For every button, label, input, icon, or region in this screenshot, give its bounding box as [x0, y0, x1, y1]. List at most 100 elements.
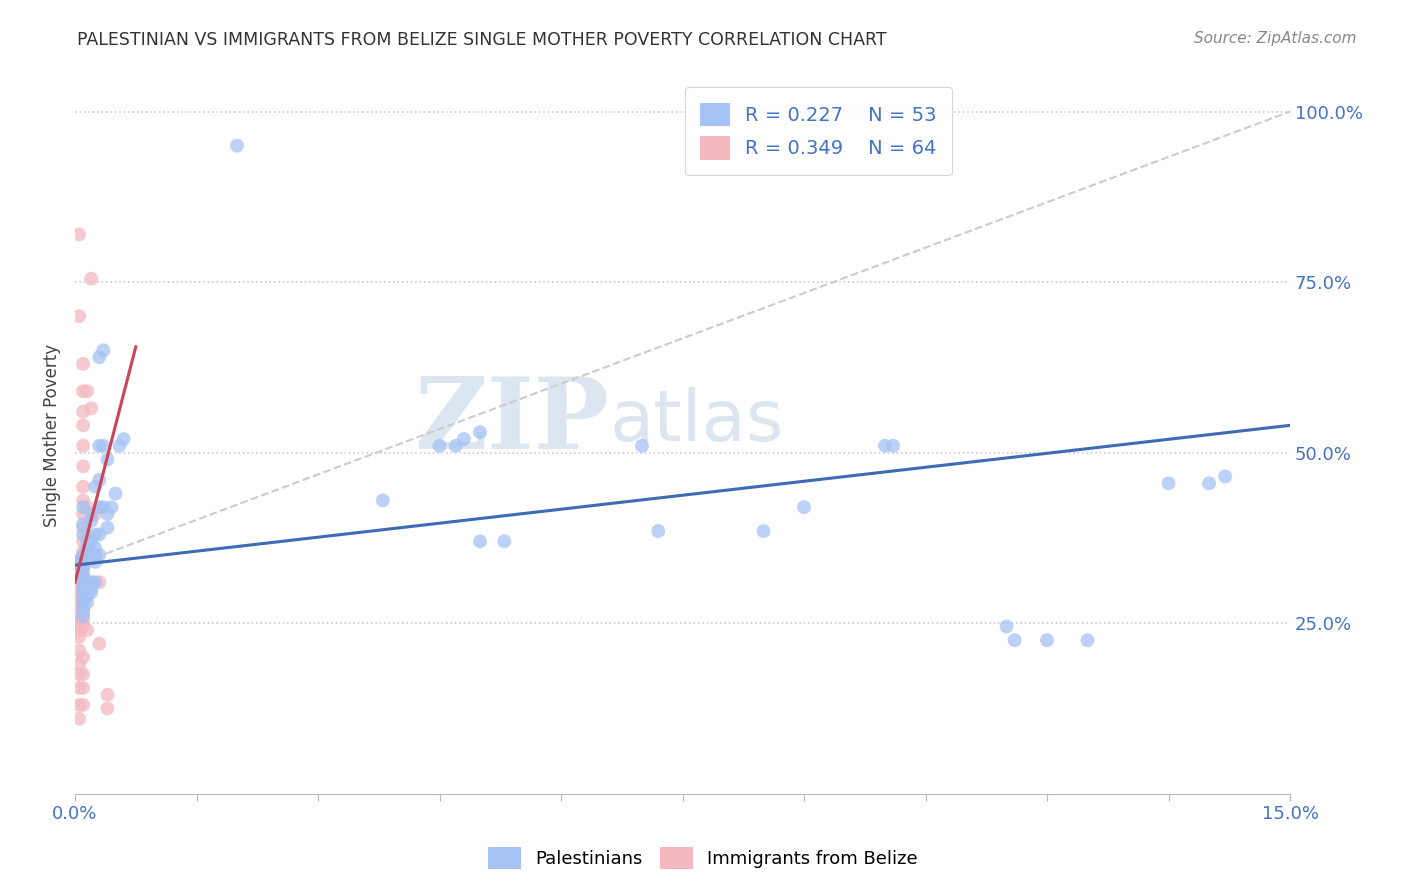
- Point: [72, 585, 94, 599]
- Point: [72, 527, 94, 541]
- Point: [72, 575, 94, 590]
- Point: [67, 565, 90, 579]
- Point: [72, 551, 94, 566]
- Point: [67, 309, 90, 323]
- Point: [72, 418, 94, 433]
- Point: [76, 500, 98, 515]
- Point: [89, 350, 111, 364]
- Point: [84, 541, 107, 555]
- Point: [67, 712, 90, 726]
- Point: [444, 439, 467, 453]
- Point: [67, 589, 90, 603]
- Point: [80, 534, 103, 549]
- Point: [76, 589, 98, 603]
- Point: [67, 623, 90, 637]
- Point: [89, 527, 111, 541]
- Point: [371, 493, 394, 508]
- Point: [494, 534, 516, 549]
- Point: [76, 575, 98, 590]
- Point: [66, 555, 89, 569]
- Point: [72, 500, 94, 515]
- Point: [67, 609, 90, 624]
- Point: [84, 527, 107, 541]
- Point: [96, 507, 118, 521]
- Point: [89, 473, 111, 487]
- Point: [72, 548, 94, 562]
- Point: [84, 480, 107, 494]
- Point: [72, 609, 94, 624]
- Point: [84, 548, 107, 562]
- Point: [89, 575, 111, 590]
- Point: [72, 582, 94, 596]
- Legend: R = 0.227    N = 53, R = 0.349    N = 64: R = 0.227 N = 53, R = 0.349 N = 64: [685, 87, 952, 176]
- Point: [72, 698, 94, 712]
- Point: [72, 561, 94, 575]
- Point: [631, 439, 654, 453]
- Point: [72, 534, 94, 549]
- Point: [76, 527, 98, 541]
- Point: [67, 558, 90, 573]
- Text: PALESTINIAN VS IMMIGRANTS FROM BELIZE SINGLE MOTHER POVERTY CORRELATION CHART: PALESTINIAN VS IMMIGRANTS FROM BELIZE SI…: [77, 31, 887, 49]
- Point: [453, 432, 475, 446]
- Point: [67, 558, 90, 573]
- Point: [93, 343, 115, 358]
- Point: [468, 425, 491, 439]
- Point: [226, 138, 249, 153]
- Point: [96, 452, 118, 467]
- Point: [67, 616, 90, 631]
- Point: [76, 596, 98, 610]
- Point: [67, 227, 90, 242]
- Point: [89, 500, 111, 515]
- Point: [72, 439, 94, 453]
- Point: [72, 589, 94, 603]
- Point: [93, 500, 115, 515]
- Point: [1157, 476, 1180, 491]
- Point: [72, 480, 94, 494]
- Point: [80, 401, 103, 416]
- Point: [72, 544, 94, 558]
- Point: [429, 439, 451, 453]
- Point: [882, 439, 904, 453]
- Point: [67, 643, 90, 657]
- Point: [96, 521, 118, 535]
- Point: [72, 650, 94, 665]
- Point: [76, 384, 98, 399]
- Text: ZIP: ZIP: [415, 373, 610, 470]
- Point: [1036, 633, 1059, 648]
- Point: [67, 575, 90, 590]
- Point: [793, 500, 815, 515]
- Point: [89, 439, 111, 453]
- Point: [80, 585, 103, 599]
- Point: [67, 698, 90, 712]
- Point: [76, 582, 98, 596]
- Point: [69, 555, 91, 569]
- Point: [72, 596, 94, 610]
- Point: [76, 589, 98, 603]
- Point: [72, 555, 94, 569]
- Point: [72, 568, 94, 582]
- Point: [72, 384, 94, 399]
- Point: [80, 514, 103, 528]
- Text: Source: ZipAtlas.com: Source: ZipAtlas.com: [1194, 31, 1357, 46]
- Point: [72, 599, 94, 613]
- Point: [468, 534, 491, 549]
- Point: [89, 637, 111, 651]
- Point: [67, 568, 90, 582]
- Point: [67, 602, 90, 616]
- Point: [100, 500, 122, 515]
- Point: [72, 493, 94, 508]
- Point: [72, 681, 94, 695]
- Point: [72, 517, 94, 532]
- Point: [72, 606, 94, 620]
- Y-axis label: Single Mother Poverty: Single Mother Poverty: [44, 344, 60, 527]
- Point: [80, 507, 103, 521]
- Point: [1004, 633, 1026, 648]
- Point: [76, 623, 98, 637]
- Point: [1213, 469, 1236, 483]
- Point: [89, 548, 111, 562]
- Point: [72, 602, 94, 616]
- Legend: Palestinians, Immigrants from Belize: Palestinians, Immigrants from Belize: [479, 838, 927, 879]
- Point: [72, 561, 94, 575]
- Text: atlas: atlas: [610, 387, 785, 456]
- Point: [80, 582, 103, 596]
